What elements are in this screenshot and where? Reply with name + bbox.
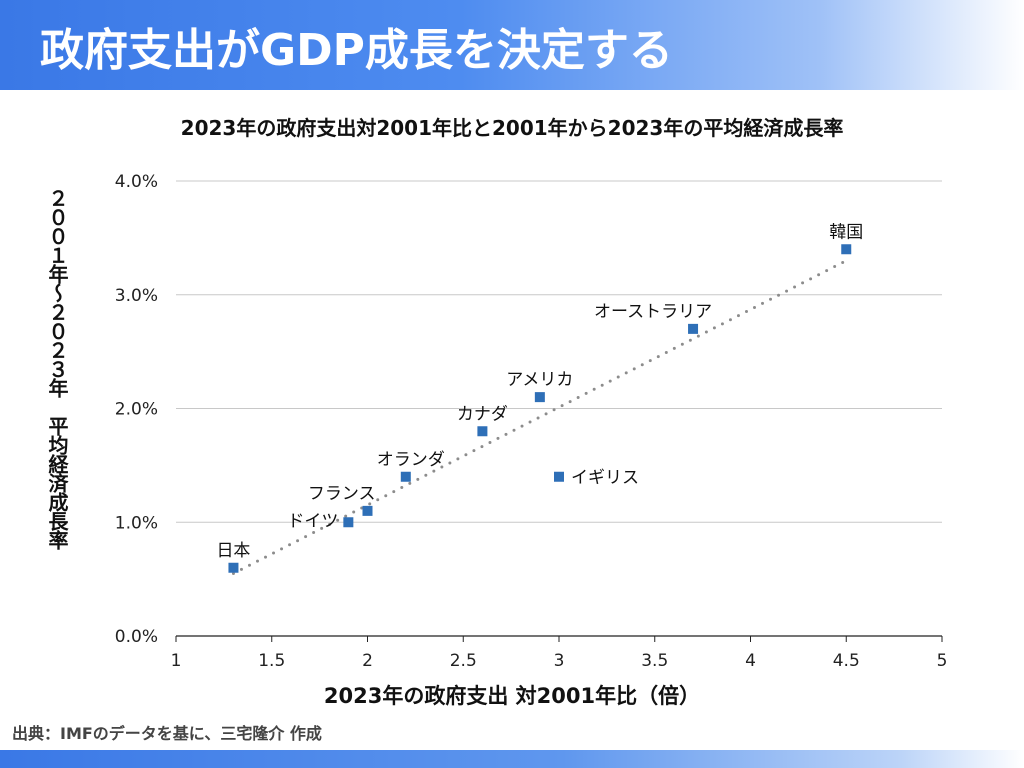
- x-axis-title: 2023年の政府支出 対2001年比（倍）: [323, 684, 701, 708]
- data-label: オーストラリア: [594, 302, 712, 322]
- footer-bar: [0, 750, 1024, 768]
- data-label: ドイツ: [287, 511, 338, 531]
- data-label: イギリス: [571, 468, 639, 488]
- source-note: 出典：IMFのデータを基に、三宅隆介 作成: [12, 724, 322, 743]
- data-point: [362, 505, 373, 516]
- data-label: オランダ: [377, 450, 445, 470]
- chart-title: 2023年の政府支出対2001年比と2001年から2023年の平均経済成長率: [180, 116, 844, 140]
- y-tick-label: 0.0%: [115, 627, 158, 647]
- data-point: [841, 244, 852, 255]
- header-banner: 政府支出がGDP成長を決定する: [0, 0, 1024, 90]
- data-label: フランス: [308, 484, 376, 504]
- data-label: 日本: [216, 541, 250, 561]
- x-tick-label: 3.5: [641, 651, 668, 671]
- data-label: アメリカ: [506, 370, 573, 390]
- data-point: [554, 471, 564, 482]
- x-tick-label: 4: [745, 651, 756, 671]
- x-tick-label: 3: [554, 651, 565, 671]
- data-point: [343, 517, 354, 528]
- data-label: 韓国: [829, 222, 863, 242]
- x-tick-label: 5: [937, 651, 948, 671]
- data-point: [534, 392, 545, 403]
- data-point: [688, 323, 699, 334]
- y-tick-label: 1.0%: [115, 513, 158, 533]
- x-tick-label: 4.5: [833, 651, 860, 671]
- data-point: [477, 426, 488, 437]
- y-tick-label: 2.0%: [115, 400, 158, 420]
- y-tick-label: 3.0%: [115, 286, 158, 306]
- data-point: [400, 471, 411, 482]
- y-tick-label: 4.0%: [115, 172, 158, 192]
- x-tick-label: 2.5: [450, 651, 477, 671]
- data-point: [228, 562, 239, 573]
- y-axis-title: ２００１年～２０２３年 平均経済成長率: [45, 188, 69, 549]
- x-tick-label: 1: [171, 651, 182, 671]
- data-label: カナダ: [457, 404, 508, 424]
- x-tick-label: 2: [362, 651, 373, 671]
- x-tick-label: 1.5: [258, 651, 285, 671]
- slide-title: 政府支出がGDP成長を決定する: [40, 25, 673, 76]
